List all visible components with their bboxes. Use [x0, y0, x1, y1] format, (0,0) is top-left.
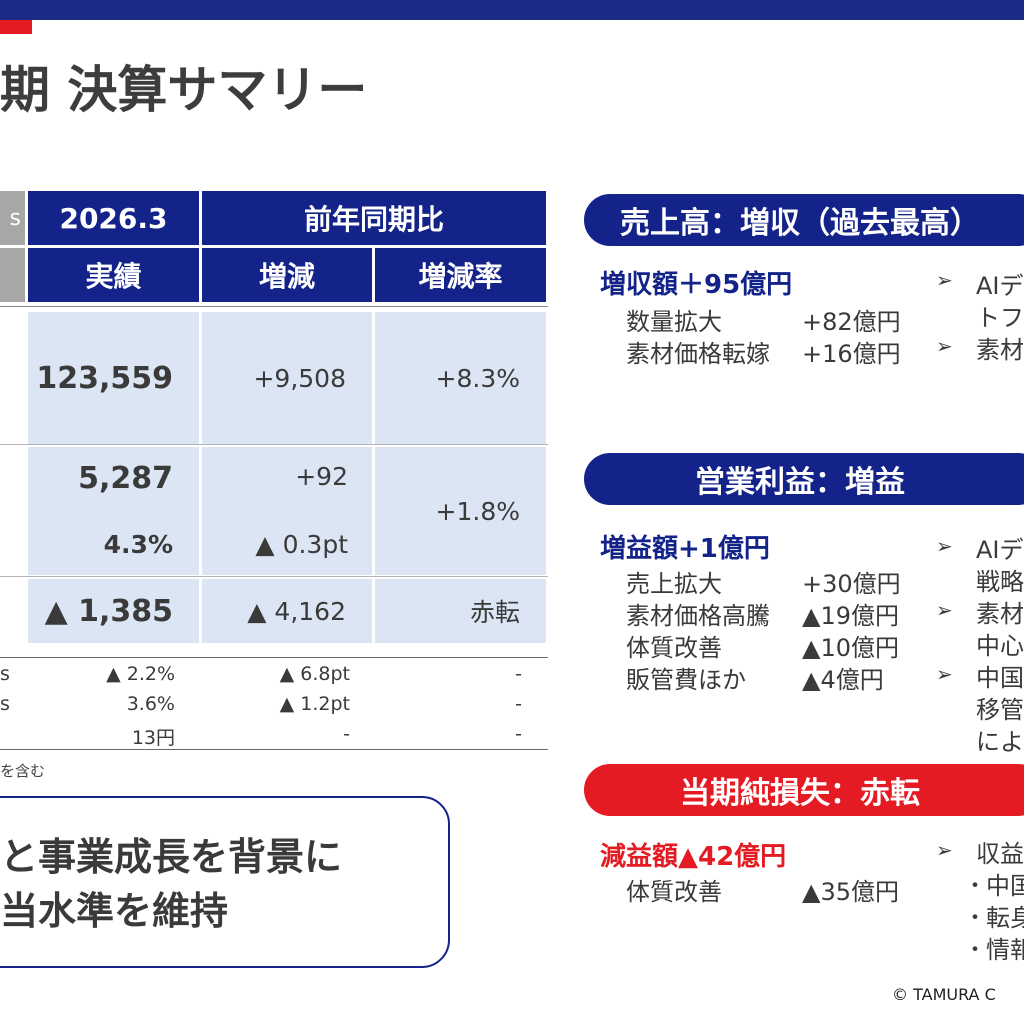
sales-pill: 売上高：増収（過去最高） [584, 194, 1024, 246]
op-note-text: によ [976, 728, 1024, 756]
op-margin-actual: 4.3% [103, 530, 173, 559]
small-row-change: ▲ 6.8pt [279, 663, 350, 685]
op-change: +92 [295, 462, 348, 491]
small-row-rate: - [515, 663, 522, 685]
sales-note-text: トフ [976, 304, 1024, 332]
net-pill-label: 当期純損失：赤転 [680, 776, 920, 811]
op-actual: 5,287 [78, 461, 173, 496]
column-header-actual: 実績 [28, 248, 199, 302]
op-item-label: 体質改善 [626, 634, 722, 662]
corner-header-top: s [0, 191, 25, 245]
op-note-text: 素材 [976, 600, 1024, 628]
bullet-arrow-icon: ➢ [936, 268, 953, 292]
op-actual-cell [28, 447, 199, 575]
row-divider [0, 444, 548, 445]
callout-line-1: と事業成長を背景に [0, 835, 343, 879]
bullet-arrow-icon: ➢ [936, 838, 953, 862]
net-item-value: ▲35億円 [802, 878, 899, 906]
net-head: 減益額▲42億円 [600, 842, 787, 872]
column-header-change: 増減 [202, 248, 372, 302]
column-header-yoy: 前年同期比 [202, 191, 546, 245]
op-item-label: 販管費ほか [626, 666, 746, 694]
small-row-rate: - [515, 693, 522, 715]
small-row-actual: 3.6% [126, 693, 175, 715]
sales-rate: +8.3% [375, 312, 546, 444]
sales-head: 増収額＋95億円 [600, 270, 793, 300]
op-item-label: 売上拡大 [626, 570, 722, 598]
sales-note-text: AIデ [976, 272, 1024, 300]
small-row-actual: 13円 [131, 727, 175, 749]
net-pill: 当期純損失：赤転 [584, 764, 1024, 816]
row-divider [0, 576, 548, 577]
sales-item-value: +82億円 [802, 308, 901, 336]
table-footnote: を含む [0, 762, 46, 780]
column-header-rate: 増減率 [375, 248, 546, 302]
op-note-text: AIデ [976, 536, 1024, 564]
small-row-change: - [343, 723, 350, 745]
op-margin-change: ▲ 0.3pt [255, 530, 348, 559]
sales-note-text: 素材 [976, 336, 1024, 364]
highlight-callout [0, 796, 450, 968]
table-divider [0, 657, 548, 658]
small-row-rate: - [515, 723, 522, 745]
net-note-text: 情報 [986, 936, 1024, 964]
op-pill-label: 営業利益：増益 [695, 465, 905, 500]
op-head: 増益額+1億円 [600, 534, 770, 564]
op-change-cell [202, 447, 372, 575]
top-accent-bar [0, 0, 1024, 20]
op-item-value: +30億円 [802, 570, 901, 598]
table-divider [0, 306, 548, 307]
bullet-arrow-icon: ➢ [936, 534, 953, 558]
op-pill: 営業利益：増益 [584, 453, 1024, 505]
small-row-actual: ▲ 2.2% [106, 663, 175, 685]
bullet-arrow-icon: ➢ [936, 334, 953, 358]
op-item-value: ▲10億円 [802, 634, 899, 662]
top-red-marker [0, 20, 32, 34]
op-note-text: 戦略 [976, 568, 1024, 596]
op-item-label: 素材価格高騰 [626, 602, 770, 630]
net-note-text: 中国 [986, 872, 1024, 900]
small-row-change: ▲ 1.2pt [279, 693, 350, 715]
op-rate: +1.8% [375, 447, 546, 575]
net-note-text: 転身 [986, 904, 1024, 932]
op-item-value: ▲19億円 [802, 602, 899, 630]
op-note-text: 中国 [976, 664, 1024, 692]
sales-actual: 123,559 [28, 312, 199, 444]
page-title: 期 決算サマリー [0, 61, 368, 119]
sales-change: +9,508 [202, 312, 372, 444]
net-item-label: 体質改善 [626, 878, 722, 906]
net-change: ▲ 4,162 [202, 579, 372, 643]
sales-item-value: +16億円 [802, 340, 901, 368]
table-bottom-line [0, 749, 548, 750]
sales-pill-label: 売上高：増収（過去最高） [620, 206, 980, 241]
net-note-text: 収益 [976, 840, 1024, 868]
op-note-text: 移管 [976, 696, 1024, 724]
bullet-arrow-icon: ➢ [936, 598, 953, 622]
sales-item-label: 素材価格転嫁 [626, 340, 770, 368]
copyright-text: © TAMURA C [892, 985, 996, 1004]
small-row-label: s [0, 663, 10, 685]
bullet-dot-icon: ・ [964, 938, 987, 963]
corner-header-bottom [0, 248, 25, 302]
bullet-dot-icon: ・ [964, 906, 987, 931]
sales-item-label: 数量拡大 [626, 308, 722, 336]
small-row-label: s [0, 693, 10, 715]
bullet-arrow-icon: ➢ [936, 662, 953, 686]
callout-line-2: 当水準を維持 [0, 889, 229, 933]
bullet-dot-icon: ・ [964, 874, 987, 899]
op-note-text: 中心 [976, 632, 1024, 660]
net-rate: 赤転 [375, 579, 546, 643]
net-actual: ▲ 1,385 [28, 579, 199, 643]
column-header-period: 2026.3 [28, 191, 199, 245]
op-item-value: ▲4億円 [802, 666, 884, 694]
